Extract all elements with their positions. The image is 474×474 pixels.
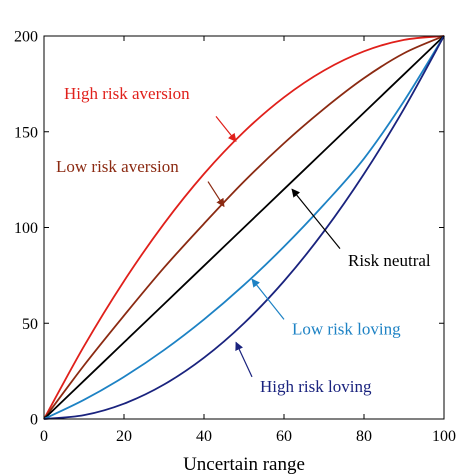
series-layer [43,35,445,420]
annotation-label-risk-neutral: Risk neutral [348,251,431,270]
annotation-arrow-high-risk-loving [235,341,253,378]
x-tick-label: 100 [432,428,456,445]
annotation-label-high-risk-loving: High risk loving [260,377,372,396]
annotation-arrow-risk-neutral [291,188,341,249]
x-axis-title: Uncertain range [183,454,305,474]
x-tick-label: 40 [196,428,212,445]
annotation-arrow-low-risk-aversion [207,181,225,208]
annotation-label-low-risk-loving: Low risk loving [292,320,401,339]
series-line-high-risk-aversion [43,35,445,420]
annotation-label-high-risk-aversion: High risk aversion [64,84,190,103]
annotations-layer: High risk aversion Low risk aversion Risk … [56,84,431,396]
y-tick-label: 200 [14,29,38,46]
y-tick-label: 50 [22,316,38,333]
x-tick-label: 0 [40,428,48,445]
annotation-arrow-low-risk-loving [251,278,285,320]
y-tick-label: 0 [30,412,38,429]
annotation-label-low-risk-aversion: Low risk aversion [56,157,179,176]
y-tick-label: 100 [14,220,38,237]
x-tick-label: 80 [356,428,372,445]
series-line-low-risk-aversion [43,35,445,420]
x-tick-label: 20 [116,428,132,445]
x-tick-label: 60 [276,428,292,445]
y-tick-label: 150 [14,124,38,141]
ticks-layer: 0 20 40 60 80 100 0 50 100 150 200 [14,29,456,446]
series-line-low-risk-loving [43,35,445,420]
series-line-high-risk-loving [43,35,445,420]
annotation-arrow-high-risk-aversion [215,116,237,142]
series-line-risk-neutral [43,35,445,420]
